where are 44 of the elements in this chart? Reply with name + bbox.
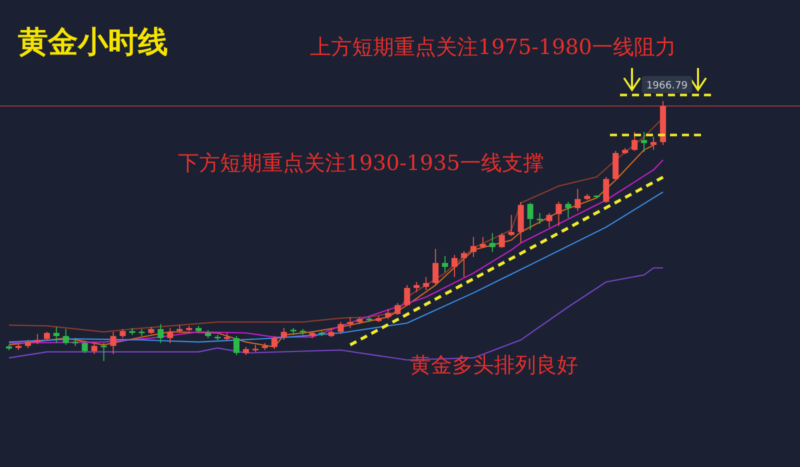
candlestick — [120, 328, 126, 339]
candlestick — [650, 136, 657, 150]
annotation: 黄金多头排列良好 — [410, 353, 578, 377]
candlestick — [167, 327, 174, 344]
candlestick — [414, 281, 420, 293]
candlestick — [385, 308, 392, 320]
candlestick — [574, 188, 581, 212]
candlestick — [100, 342, 107, 362]
candlestick — [460, 250, 467, 278]
candlestick — [62, 328, 69, 346]
candlestick — [480, 236, 486, 248]
candlestick — [489, 232, 496, 253]
candlestick — [347, 316, 354, 328]
candlestick — [423, 276, 430, 291]
candlestick — [536, 212, 543, 224]
candlestick — [546, 212, 552, 228]
candlestick — [34, 333, 40, 345]
candlestick — [556, 201, 562, 227]
candlestick — [91, 342, 98, 354]
candlestick — [82, 342, 88, 354]
candlestick — [432, 248, 439, 286]
candlestick — [233, 336, 240, 356]
candlestick — [280, 327, 287, 340]
candlestick — [632, 131, 638, 152]
candlestick — [394, 302, 401, 316]
candlestick — [498, 232, 505, 248]
candlestick — [53, 326, 60, 344]
candlestick — [527, 202, 534, 230]
candlestick — [451, 254, 458, 278]
text: 上方短期重点关注1975-1980一线阻力 — [310, 35, 676, 59]
text: 1966.79 — [646, 80, 688, 92]
chart-title: 黄金小时线 — [18, 25, 168, 60]
annotation: 下方短期重点关注1930-1935一线支撑 — [178, 151, 544, 175]
candlestick — [470, 236, 476, 258]
candlestick — [110, 331, 116, 354]
candlestick — [271, 336, 278, 350]
candlestick — [565, 201, 572, 218]
candlestick — [442, 255, 448, 273]
candlestick — [404, 284, 410, 306]
candlestick — [508, 214, 514, 236]
candlestick — [338, 322, 344, 334]
candlestick — [603, 176, 610, 204]
candlestick — [158, 324, 164, 344]
candlestick — [641, 131, 648, 152]
